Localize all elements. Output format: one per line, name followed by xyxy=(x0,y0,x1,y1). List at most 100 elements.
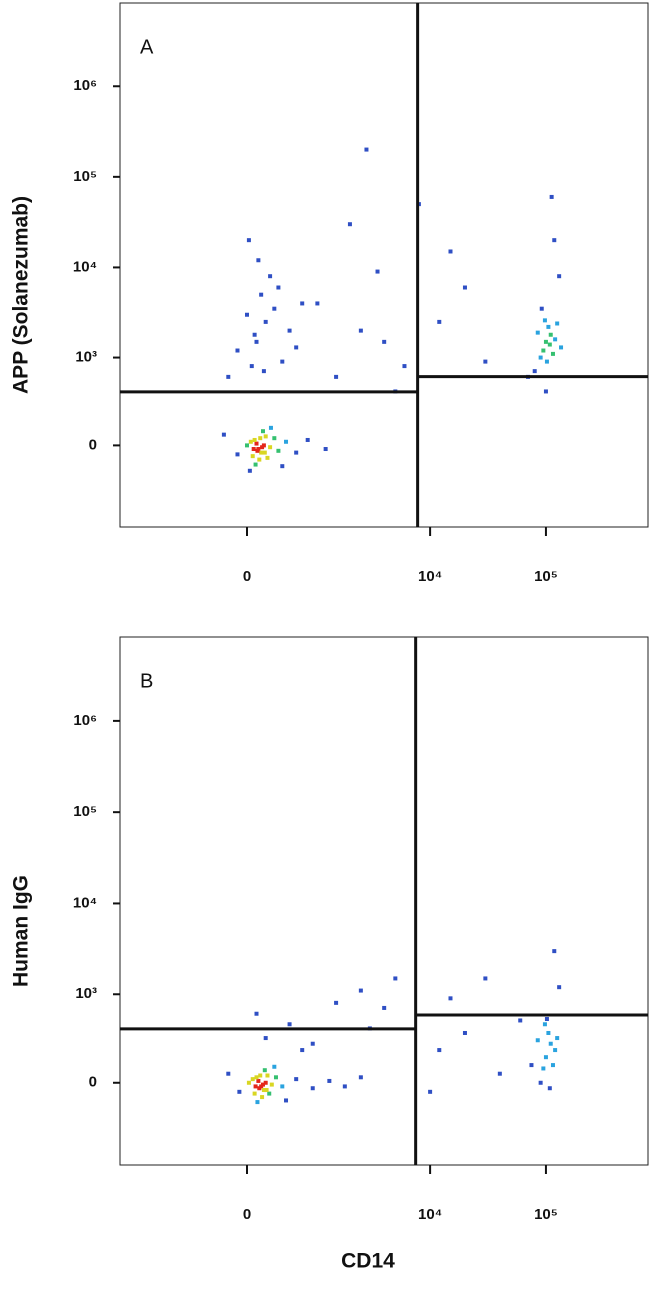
event-dot xyxy=(358,1075,363,1080)
panel-label: B xyxy=(140,670,153,692)
event-dot xyxy=(260,445,265,450)
event-dot xyxy=(235,348,240,353)
event-dot xyxy=(549,194,554,199)
y-tick-label: 0 xyxy=(89,436,97,453)
event-dot xyxy=(437,319,442,324)
x-axis-title: CD14 xyxy=(341,1250,395,1273)
event-dot xyxy=(334,374,339,379)
x-tick-label: 10⁴ xyxy=(418,568,442,585)
event-dot xyxy=(393,976,398,981)
event-dot xyxy=(235,452,240,457)
event-dot xyxy=(358,328,363,333)
plot-frame xyxy=(119,2,649,528)
event-dot xyxy=(254,1075,259,1080)
event-dot xyxy=(263,1036,268,1041)
y-tick-label: 10⁶ xyxy=(73,77,97,94)
event-dot xyxy=(546,1030,551,1035)
event-dot xyxy=(258,1073,263,1078)
event-dot xyxy=(550,1063,555,1068)
event-dot xyxy=(310,1086,315,1091)
event-dot xyxy=(253,1084,258,1089)
event-dot xyxy=(547,342,552,347)
event-dot xyxy=(254,1011,259,1016)
event-dot xyxy=(535,1038,540,1043)
event-dot xyxy=(250,454,255,459)
event-dot xyxy=(462,285,467,290)
event-dot xyxy=(263,319,268,324)
event-dot xyxy=(364,147,369,152)
event-dot xyxy=(294,1077,299,1082)
event-dot xyxy=(287,328,292,333)
event-dot xyxy=(251,447,256,452)
y-tick-label: 10⁶ xyxy=(73,712,97,729)
event-dot xyxy=(483,976,488,981)
event-dot xyxy=(315,301,320,306)
event-dot xyxy=(553,337,558,342)
event-dot xyxy=(263,434,268,439)
event-dot xyxy=(310,1041,315,1046)
event-dot xyxy=(221,432,226,437)
event-dot xyxy=(257,457,262,462)
panel-label: A xyxy=(140,36,154,58)
event-dot xyxy=(256,258,261,263)
event-dot xyxy=(382,339,387,344)
event-dot xyxy=(259,450,264,455)
event-dot xyxy=(535,330,540,335)
event-dot xyxy=(543,1055,548,1060)
event-dot xyxy=(262,1068,267,1073)
event-dot xyxy=(548,332,553,337)
event-dot xyxy=(305,437,310,442)
event-dot xyxy=(259,292,264,297)
event-dot xyxy=(382,1005,387,1010)
event-dot xyxy=(253,462,258,467)
event-dot xyxy=(244,443,249,448)
event-dot xyxy=(284,439,289,444)
event-dot xyxy=(532,369,537,374)
y-tick-label: 10³ xyxy=(75,985,97,1002)
event-dot xyxy=(269,1082,274,1087)
event-dot xyxy=(544,359,549,364)
event-dot xyxy=(542,318,547,323)
event-dot xyxy=(263,1080,268,1085)
x-tick-label: 0 xyxy=(243,568,251,585)
event-dot xyxy=(260,1095,265,1100)
event-dot xyxy=(552,238,557,243)
event-dot xyxy=(262,450,267,455)
event-dot xyxy=(280,464,285,469)
event-dot xyxy=(497,1071,502,1076)
event-dot xyxy=(257,1086,262,1091)
event-dot xyxy=(252,332,257,337)
event-dot xyxy=(342,1084,347,1089)
event-dot xyxy=(276,285,281,290)
event-dot xyxy=(529,1063,534,1068)
event-dot xyxy=(276,448,281,453)
event-dot xyxy=(323,447,328,452)
event-dot xyxy=(287,1022,292,1027)
event-dot xyxy=(226,1071,231,1076)
y-tick-label: 10⁴ xyxy=(73,258,97,275)
event-dot xyxy=(284,1098,289,1103)
event-dot xyxy=(541,1066,546,1071)
event-dot xyxy=(358,988,363,993)
event-dot xyxy=(272,436,277,441)
y-tick-label: 0 xyxy=(89,1074,97,1091)
event-dot xyxy=(552,949,557,954)
event-dot xyxy=(538,355,543,360)
plot-frame xyxy=(119,636,649,1166)
event-dot xyxy=(300,1048,305,1053)
event-dot xyxy=(267,1091,272,1096)
event-dot xyxy=(550,351,555,356)
event-dot xyxy=(547,1086,552,1091)
event-dot xyxy=(246,1080,251,1085)
event-dot xyxy=(226,374,231,379)
event-dot xyxy=(280,359,285,364)
event-dot xyxy=(557,274,562,279)
event-dot xyxy=(254,441,259,446)
event-dot xyxy=(375,269,380,274)
event-dot xyxy=(542,1022,547,1027)
event-dot xyxy=(544,1017,549,1022)
event-dot xyxy=(559,345,564,350)
event-dot xyxy=(254,339,259,344)
